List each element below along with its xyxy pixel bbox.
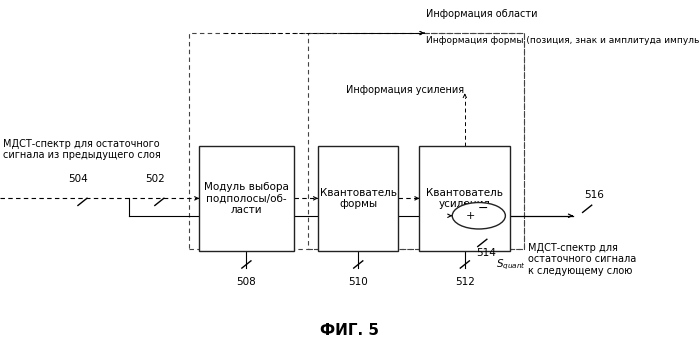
Text: Информация области: Информация области	[426, 9, 538, 19]
Circle shape	[452, 203, 505, 229]
Bar	[318, 146, 398, 251]
Text: ФИГ. 5: ФИГ. 5	[320, 323, 379, 338]
Text: 508: 508	[236, 277, 257, 287]
Text: Квантователь
усиления: Квантователь усиления	[426, 188, 503, 209]
Text: 512: 512	[455, 277, 475, 287]
Text: +: +	[466, 211, 475, 221]
Text: 510: 510	[348, 277, 368, 287]
Text: 516: 516	[584, 190, 604, 200]
Text: Квантователь
формы: Квантователь формы	[319, 188, 397, 209]
Text: МДСТ-спектр для остаточного
сигнала из предыдущего слоя: МДСТ-спектр для остаточного сигнала из п…	[3, 139, 161, 160]
Text: МДСТ-спектр для
остаточного сигнала
к следующему слою: МДСТ-спектр для остаточного сигнала к сл…	[528, 243, 636, 276]
Text: −: −	[477, 202, 488, 215]
Bar	[199, 146, 294, 251]
Text: 502: 502	[145, 174, 165, 184]
Text: Информация формы (позиция, знак и амплитуда импульса): Информация формы (позиция, знак и амплит…	[426, 35, 699, 45]
Bar	[419, 146, 510, 251]
Text: 504: 504	[69, 174, 88, 184]
Text: Модуль выбора
подполосы/об-
ласти: Модуль выбора подполосы/об- ласти	[204, 182, 289, 215]
Text: $S_{quant}$: $S_{quant}$	[496, 257, 526, 272]
Text: Информация усиления: Информация усиления	[347, 86, 464, 95]
Bar	[308, 33, 524, 249]
Bar	[189, 33, 524, 249]
Text: 514: 514	[476, 248, 496, 258]
